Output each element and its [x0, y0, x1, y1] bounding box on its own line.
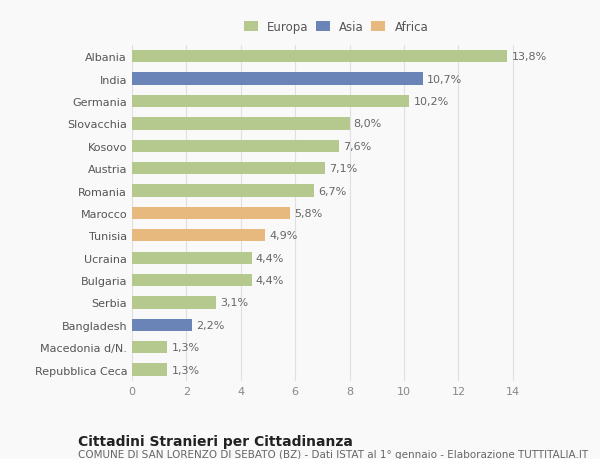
Bar: [132, 95, 409, 108]
Bar: [132, 207, 290, 219]
Bar: [132, 319, 192, 331]
Text: 3,1%: 3,1%: [220, 298, 248, 308]
Text: 1,3%: 1,3%: [172, 365, 200, 375]
Text: 6,7%: 6,7%: [319, 186, 347, 196]
Text: 10,2%: 10,2%: [413, 97, 449, 107]
Bar: [132, 341, 167, 353]
Text: 4,4%: 4,4%: [256, 275, 284, 285]
Bar: [132, 230, 265, 242]
Text: 5,8%: 5,8%: [294, 208, 322, 218]
Bar: [132, 73, 423, 85]
Bar: [132, 162, 325, 175]
Text: 13,8%: 13,8%: [511, 52, 547, 62]
Text: COMUNE DI SAN LORENZO DI SEBATO (BZ) - Dati ISTAT al 1° gennaio - Elaborazione T: COMUNE DI SAN LORENZO DI SEBATO (BZ) - D…: [78, 449, 588, 459]
Text: Cittadini Stranieri per Cittadinanza: Cittadini Stranieri per Cittadinanza: [78, 434, 353, 448]
Bar: [132, 185, 314, 197]
Bar: [132, 252, 251, 264]
Bar: [132, 140, 339, 152]
Text: 10,7%: 10,7%: [427, 74, 463, 84]
Text: 4,4%: 4,4%: [256, 253, 284, 263]
Bar: [132, 118, 350, 130]
Text: 1,3%: 1,3%: [172, 342, 200, 353]
Bar: [132, 364, 167, 376]
Text: 8,0%: 8,0%: [353, 119, 382, 129]
Bar: [132, 51, 508, 63]
Text: 7,6%: 7,6%: [343, 141, 371, 151]
Text: 7,1%: 7,1%: [329, 164, 358, 174]
Bar: [132, 297, 217, 309]
Text: 2,2%: 2,2%: [196, 320, 224, 330]
Bar: [132, 274, 251, 286]
Text: 4,9%: 4,9%: [269, 231, 298, 241]
Legend: Europa, Asia, Africa: Europa, Asia, Africa: [241, 19, 431, 37]
